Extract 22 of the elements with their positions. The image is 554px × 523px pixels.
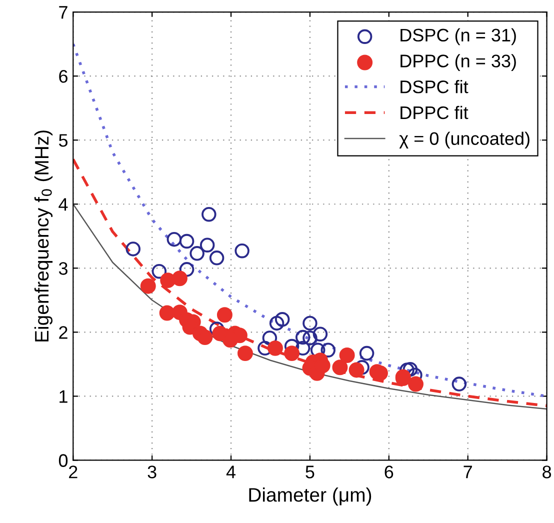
x-tick-label: 7 — [464, 466, 472, 478]
y-tick-label: 4 — [58, 198, 68, 211]
legend-label: χ = 0 (uncoated) — [399, 132, 530, 149]
y-tick-label: 7 — [59, 6, 68, 19]
y-tick-label: 2 — [59, 326, 68, 339]
y-tick-label: 5 — [58, 134, 68, 147]
legend-label: DPPC (n = 33) — [400, 54, 516, 71]
legend-label: DSPC fit — [400, 80, 468, 94]
y-tick-label: 0 — [58, 454, 68, 467]
y-tick-label: 3 — [58, 262, 68, 275]
x-tick-label: 8 — [542, 466, 552, 478]
x-tick-label: 3 — [148, 466, 156, 478]
legend-label: DSPC (n = 31) — [400, 28, 516, 46]
x-tick-label: 5 — [306, 466, 314, 478]
y-axis-title: Eigenfrequency f$_{0}$ (MHz) — [34, 130, 53, 342]
y-tick-label: 6 — [59, 70, 68, 83]
x-tick-label: 6 — [384, 466, 394, 478]
x-axis-title: Diameter (μm) — [249, 487, 372, 506]
legend-label: DPPC fit — [400, 106, 468, 120]
x-tick-label: 2 — [69, 466, 78, 478]
x-tick-label: 4 — [226, 466, 236, 478]
y-tick-label: 1 — [60, 390, 68, 403]
